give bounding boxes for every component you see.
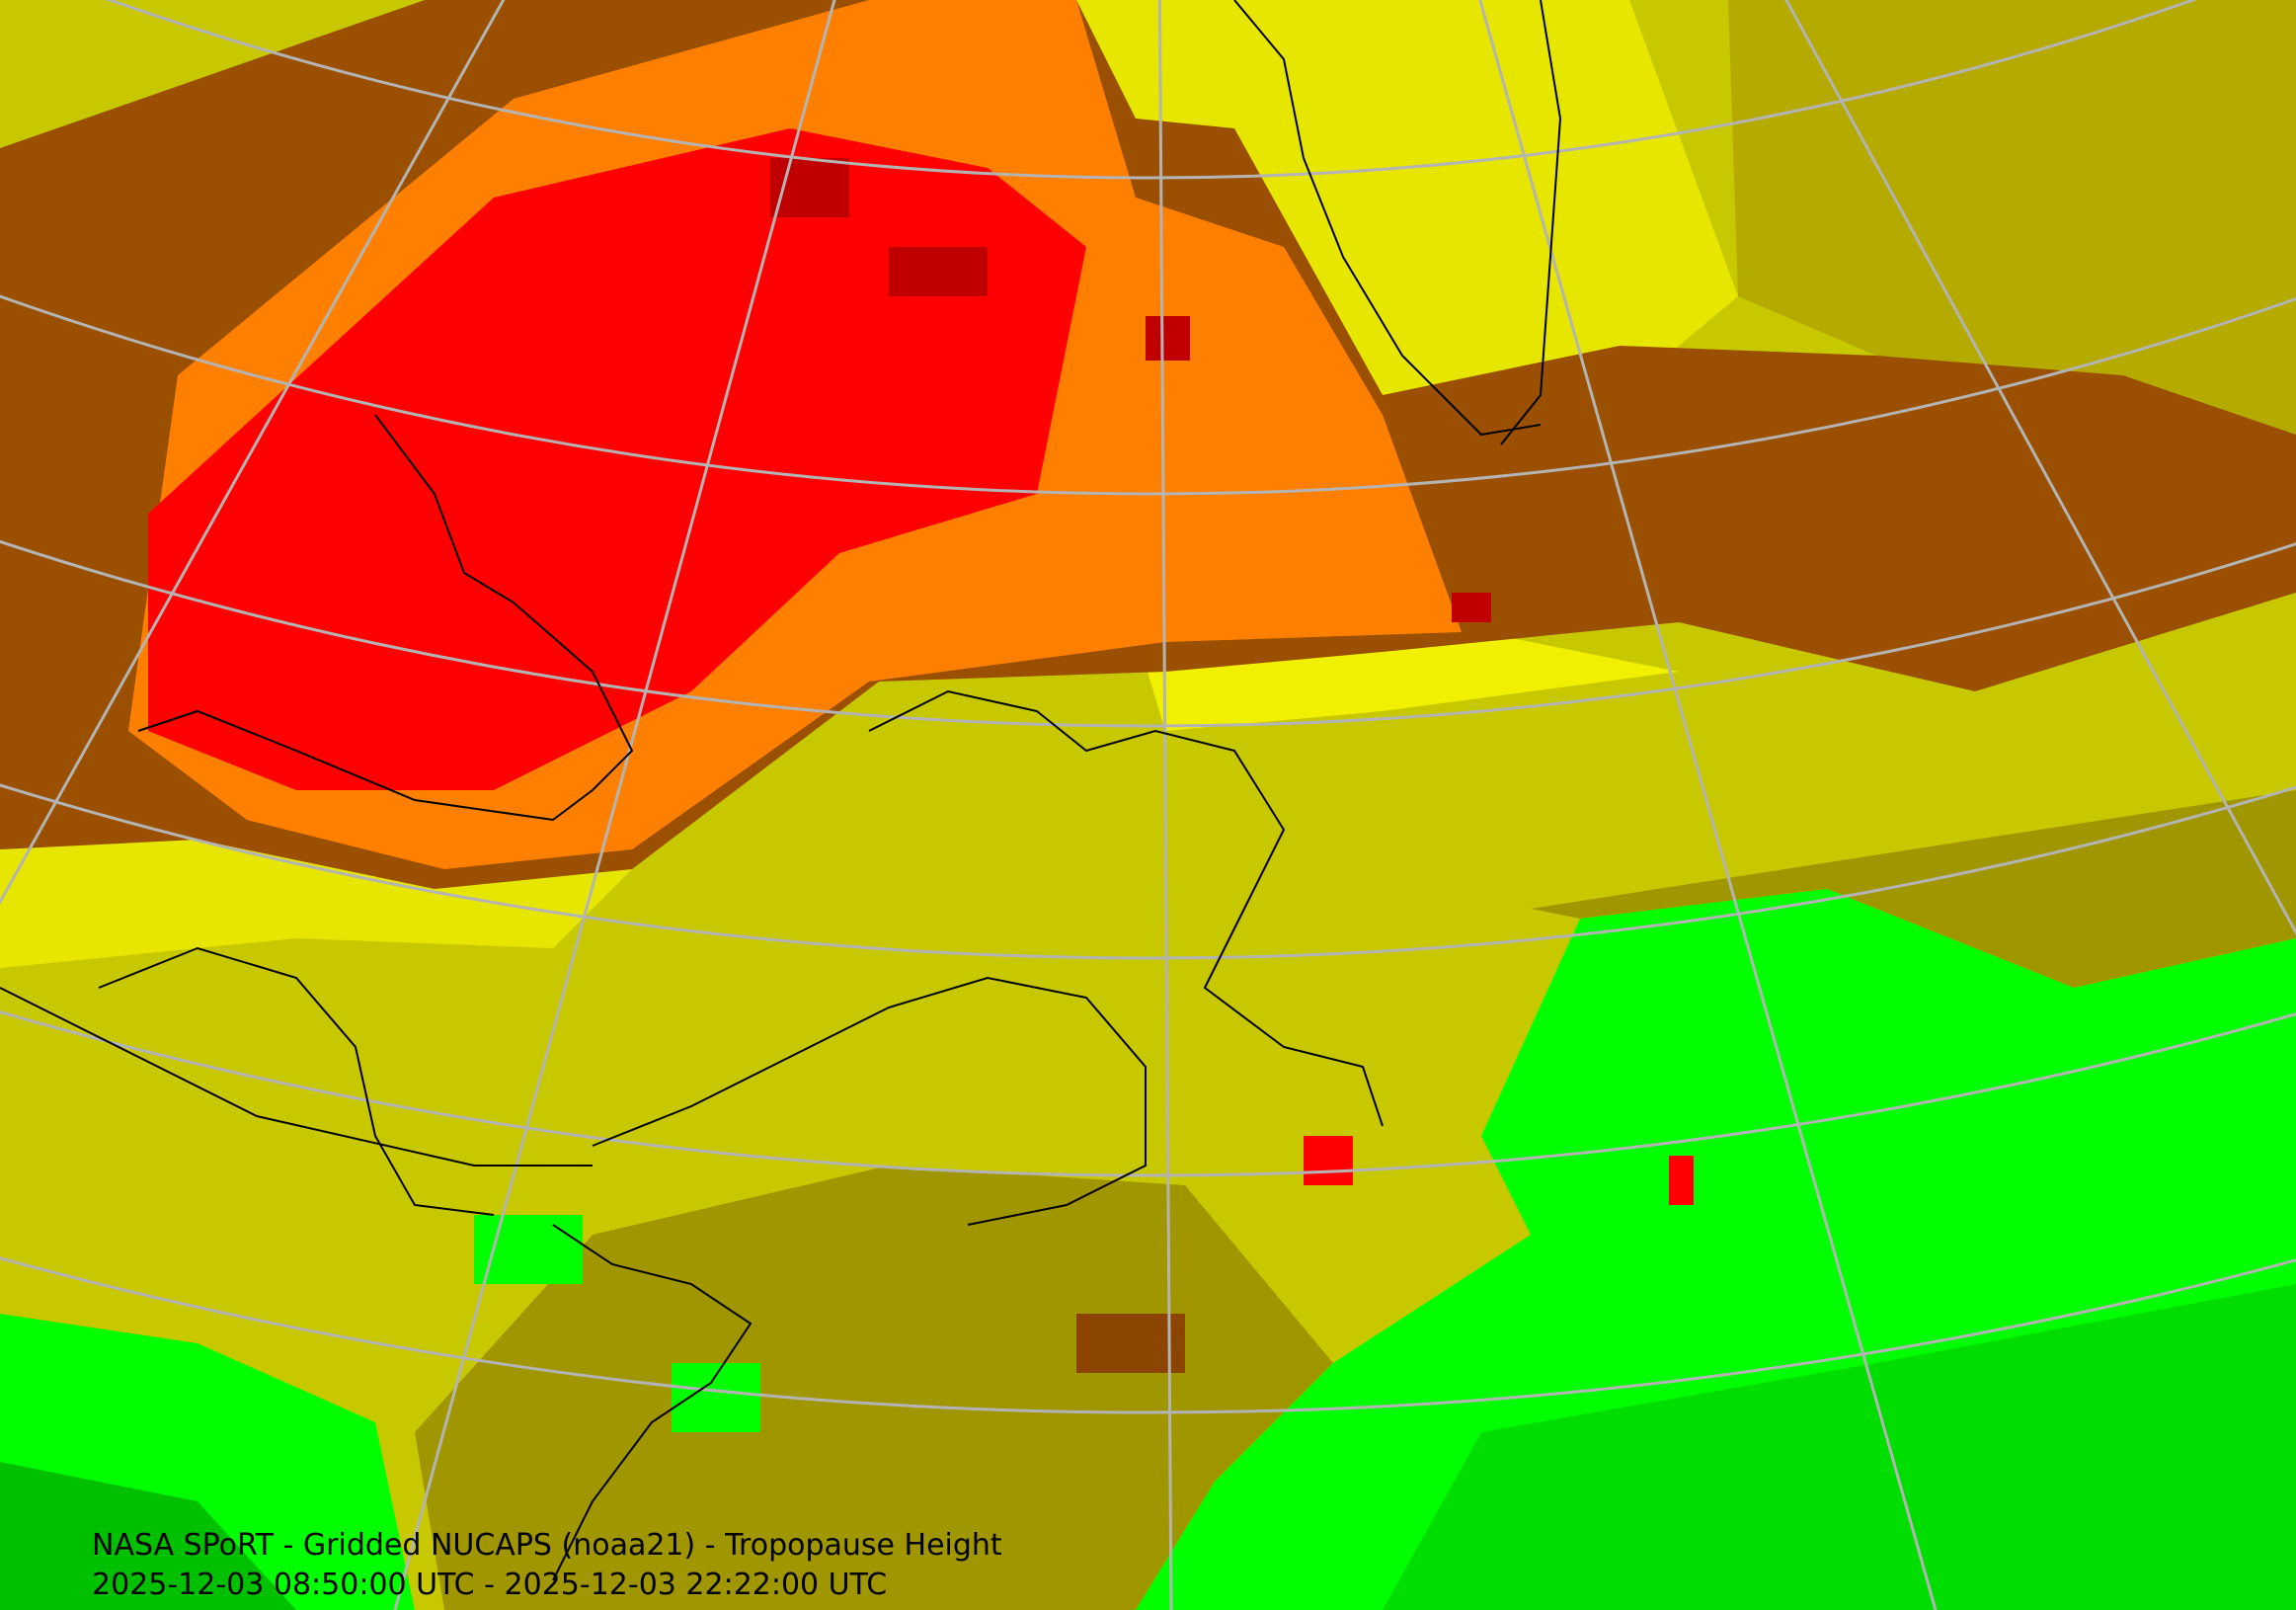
field-region [672,1363,760,1432]
coastline [98,946,495,1216]
coastline [1233,0,1542,437]
coastline [137,414,634,822]
latitude-line [0,1255,2296,1413]
longitude-line [1157,0,1173,1610]
coastlines [0,0,1562,1581]
field-region [0,1462,296,1610]
longitude-line [1478,0,1938,1610]
field-region [1728,0,2296,435]
coastline [1500,0,1562,445]
coastline [868,689,1384,1127]
latitude-line [0,1008,2296,1176]
field-region [1304,1136,1353,1185]
longitude-line [1784,0,2296,936]
field-region [1383,1284,2296,1610]
border [0,987,593,1167]
field-region [148,128,1086,790]
field-region [474,1215,583,1284]
field-region [1076,1314,1185,1373]
longitude-line [393,0,836,1610]
coastline [552,1224,752,1581]
field-region [1146,316,1190,361]
longitude-line [0,0,506,906]
field-region [1669,1156,1694,1205]
field-region [1452,593,1491,622]
latitude-line [0,539,2296,727]
field-region [0,840,632,968]
coastline [592,976,1147,1226]
field-region [988,0,1738,395]
caption-title: NASA SPoRT - Gridded NUCAPS (noaa21) - T… [92,1528,1002,1563]
latitude-line [108,0,2195,179]
latitude-line [0,293,2296,495]
latitude-line [0,782,2296,959]
field-region [415,1166,1333,1610]
field-region [889,247,988,296]
caption-time-range: 2025-12-03 08:50:00 UTC - 2025-12-03 22:… [92,1568,887,1602]
